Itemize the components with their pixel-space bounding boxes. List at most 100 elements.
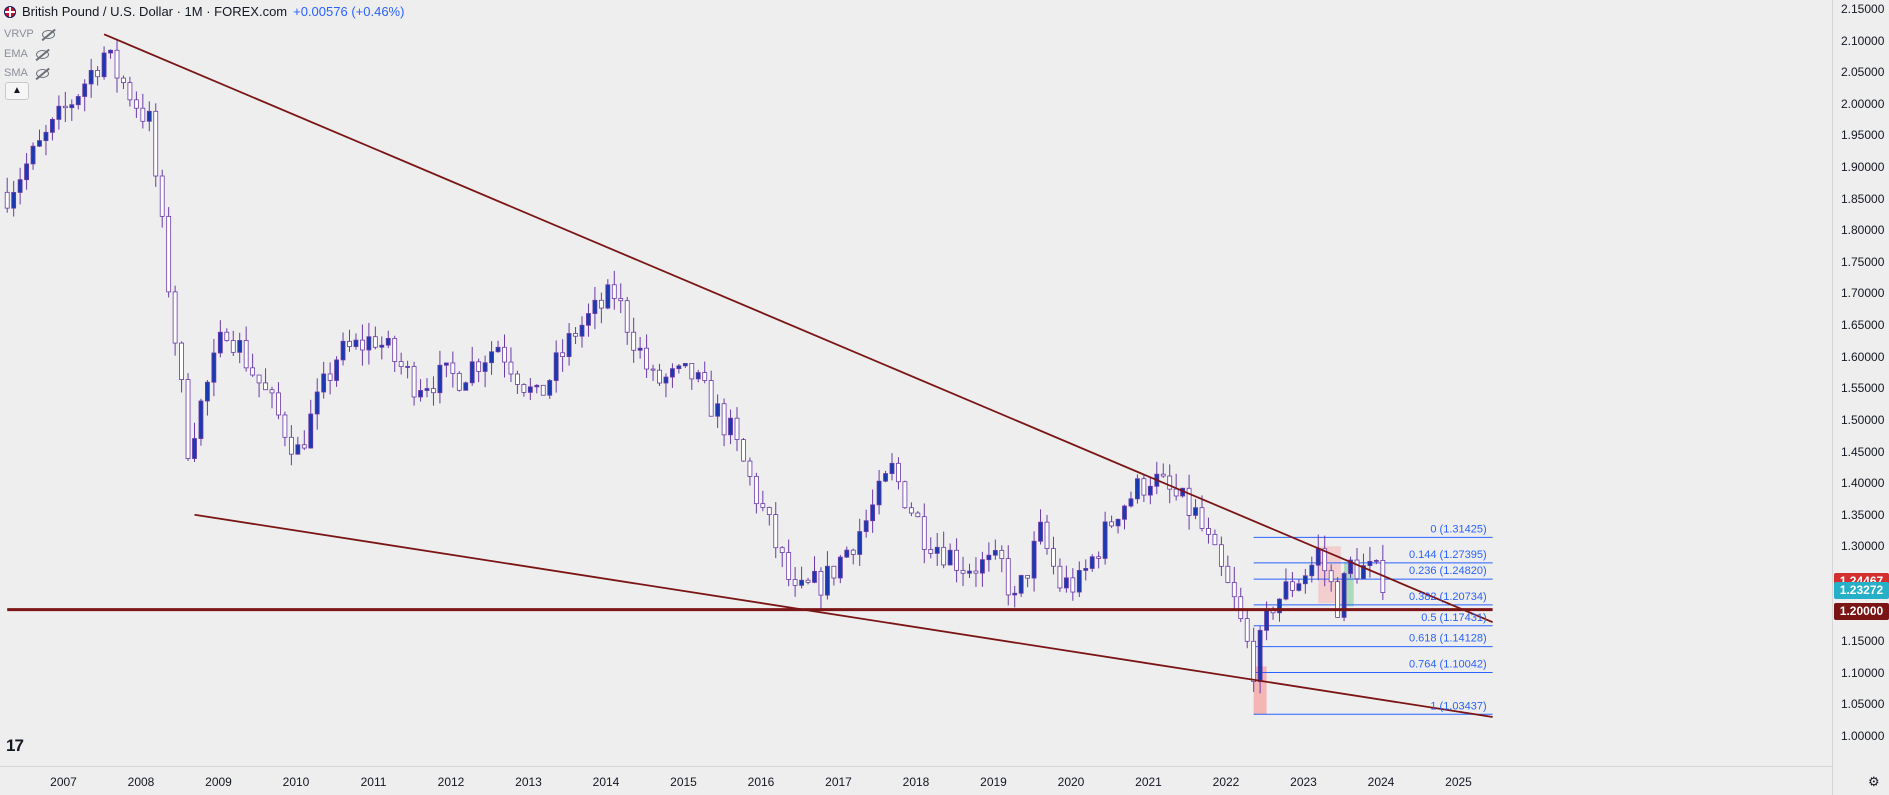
candle-body [863, 520, 869, 532]
symbol-legend[interactable]: British Pound / U.S. Dollar · 1M · FOREX… [4, 4, 404, 19]
candle-body [1147, 485, 1153, 496]
candle-body [172, 291, 178, 344]
candle-body [282, 414, 288, 438]
candle-body [837, 556, 843, 579]
candle-body [515, 373, 520, 385]
candle-body [760, 503, 766, 508]
price-tick-label: 1.55000 [1841, 381, 1885, 396]
candle-body [870, 504, 876, 522]
candle-body [883, 473, 888, 482]
candle-body [1051, 548, 1056, 567]
candle-body [301, 444, 307, 449]
time-tick-label: 2007 [50, 775, 77, 789]
price-tick-label: 1.60000 [1841, 349, 1885, 364]
time-tick-label: 2017 [825, 775, 852, 789]
tradingview-logo-icon[interactable]: 17 [6, 736, 24, 755]
candle-body [728, 417, 733, 436]
chevron-up-icon[interactable]: ▲ [5, 82, 29, 100]
candle-body [534, 384, 540, 388]
indicator-sma[interactable]: SMA [4, 67, 49, 79]
candle-body [108, 49, 113, 54]
candle-body [1044, 521, 1050, 549]
price-axis[interactable]: 2.15000 2.10000 2.05000 2.00000 1.95000 1.900… [1832, 0, 1889, 795]
candle-body [121, 77, 126, 83]
candle-body [431, 388, 436, 394]
candle-body [799, 579, 804, 586]
candle-body [43, 131, 49, 142]
price-tick-label: 1.05000 [1841, 697, 1885, 712]
price-chart[interactable]: 0 (1.31425) 0.144 (1.27395) 0.236 (1.24820… [0, 0, 1832, 766]
time-tick-label: 2009 [205, 775, 232, 789]
candle-body [637, 347, 643, 351]
fib-level-label: 0.764 (1.10042) [1409, 659, 1487, 671]
candle-body [11, 192, 17, 209]
time-tick-label: 2018 [902, 775, 930, 789]
price-tag: 1.20000 [1834, 602, 1889, 620]
candle-body [1257, 629, 1263, 682]
time-tick-label: 2024 [1367, 775, 1395, 789]
indicator-label: VRVP [4, 28, 34, 40]
candle-body [1367, 560, 1373, 566]
candle-body [773, 514, 779, 549]
candle-body [1167, 475, 1173, 490]
candle-body [676, 365, 682, 370]
gear-icon[interactable]: ⚙ [1868, 774, 1880, 789]
candle-body [579, 324, 585, 337]
candle-body [276, 392, 281, 416]
candle-body [682, 363, 688, 367]
candle-body [443, 362, 449, 366]
time-tick-label: 2022 [1212, 775, 1240, 789]
trendline-upper [103, 33, 1493, 624]
candle-body [153, 110, 159, 177]
candle-body [986, 554, 992, 561]
candle-body [1070, 577, 1076, 593]
candle-body [812, 570, 817, 583]
candlesticks [4, 39, 1386, 694]
candle-body [211, 352, 217, 383]
candle-body [941, 546, 947, 566]
eye-hidden-icon[interactable] [41, 29, 55, 39]
candle-body [792, 579, 798, 586]
candle-body [288, 436, 294, 455]
candle-body [818, 570, 824, 596]
candle-body [663, 376, 669, 384]
trendlines[interactable] [7, 33, 1493, 718]
candle-body [1012, 592, 1018, 596]
time-tick-label: 2011 [360, 775, 387, 789]
price-change: +0.00576 (+0.46%) [293, 4, 405, 19]
time-axis[interactable]: 2007 2008 2009 2010 2011 2012 2013 2014 2015 2016… [0, 766, 1832, 795]
price-tick-label: 1.85000 [1841, 191, 1885, 206]
candle-body [450, 362, 456, 374]
candle-body [657, 369, 662, 384]
candle-body [50, 118, 55, 133]
candle-body [1206, 527, 1211, 535]
candle-body [1128, 498, 1134, 507]
candle-body [741, 439, 746, 462]
price-tick-label: 2.05000 [1841, 65, 1885, 80]
candle-body [1109, 521, 1114, 527]
candle-body [1173, 488, 1179, 497]
candle-body [321, 373, 327, 393]
gbp-flag-icon [4, 5, 16, 18]
candle-body [192, 438, 197, 459]
candle-body [385, 337, 391, 346]
indicator-label: SMA [4, 67, 28, 79]
candle-body [482, 362, 488, 372]
eye-hidden-icon[interactable] [35, 68, 49, 78]
indicator-vrvp[interactable]: VRVP [4, 28, 55, 40]
fibonacci-retracement[interactable] [1253, 536, 1493, 715]
fib-level-label: 0.5 (1.17431) [1421, 612, 1486, 624]
candle-body [353, 339, 359, 347]
green-zone [1344, 562, 1354, 607]
candle-body [4, 191, 10, 209]
indicator-ema[interactable]: EMA [4, 48, 49, 60]
time-tick-label: 2015 [670, 775, 697, 789]
candle-body [327, 373, 333, 381]
candle-body [715, 403, 721, 417]
candle-body [1038, 521, 1043, 542]
candle-body [947, 549, 953, 566]
eye-hidden-icon[interactable] [35, 49, 49, 59]
candle-body [1264, 610, 1269, 631]
fib-level-label: 0.144 (1.27395) [1409, 549, 1487, 561]
